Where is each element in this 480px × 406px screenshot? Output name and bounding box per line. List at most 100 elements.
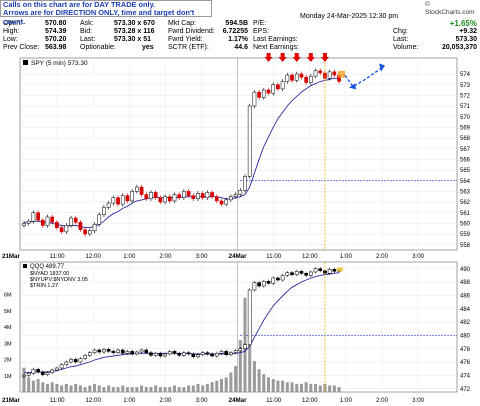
qqq-volume-bar [121, 385, 125, 392]
qqq-volume-bar [323, 383, 327, 392]
qqq-volume-bar [116, 387, 120, 392]
spy-y-tick-label: 563 [460, 190, 471, 196]
qqq-volume-bar [69, 385, 73, 392]
spy-candle [200, 193, 205, 198]
qqq-y-tick-label: 474 [460, 374, 471, 380]
last-price-label: Last: [393, 36, 409, 43]
qqq-candle [327, 269, 332, 274]
open-label: Open: [3, 20, 23, 27]
qqq-candle [31, 369, 36, 374]
qqq-x-tick-label: 11:00 [266, 397, 282, 404]
qqq-candle [233, 350, 238, 353]
qqq-volume-bar [328, 385, 332, 392]
qqq-volume-bar [149, 387, 153, 392]
qqq-candle [50, 369, 55, 373]
nyad-legend-text: $NYAD 1837.00 [30, 271, 69, 277]
spy-candle [45, 216, 50, 226]
qqq-x-tick-label: 1:00 [340, 397, 353, 404]
spy-candle [116, 197, 120, 205]
spy-candle [64, 225, 69, 233]
qqq-volume-bar [318, 385, 322, 392]
spy-candle [191, 195, 196, 200]
qqq-candle [280, 275, 285, 281]
projection-up-arrow-icon [379, 63, 386, 72]
spy-y-tick-label: 565 [460, 168, 471, 174]
day-trade-note: Calls on this chart are for DAY TRADE on… [0, 0, 212, 25]
qqq-candle [177, 353, 182, 356]
spy-candle [290, 74, 294, 81]
spy-x-tick-label: 3:00 [195, 253, 208, 260]
quote-col-1: Open: 570.80 High: 574.39 Low: 570.20 Prev … [3, 20, 73, 52]
qqq-grid [20, 262, 457, 392]
spy-legend-text: SPY (5 min) 573.30 [31, 60, 88, 67]
qqq-volume-bar [215, 380, 219, 392]
spy-candle [40, 219, 45, 226]
qqq-x-tick-label: 1:00 [123, 397, 136, 404]
qqq-volume-bar [304, 382, 308, 392]
qqq-volume-bar [201, 385, 205, 392]
volume-tick-label: 2M [4, 358, 12, 364]
qqq-candle [261, 281, 266, 287]
qqq-candle [238, 348, 243, 351]
qqq-x-tick-label: 11:00 [50, 397, 66, 404]
spy-x-tick-label: 2:00 [159, 253, 172, 260]
qqq-volume-bar [234, 366, 238, 392]
qqq-plot-frame [19, 261, 458, 393]
qqq-y-tick-label: 486 [460, 294, 471, 300]
qqq-x-tick-label: 3:00 [412, 397, 425, 404]
volume-tick-label: 3M [4, 341, 12, 347]
fwrd-dividend-value: 6.72255 [222, 28, 248, 35]
qqq-candle [22, 375, 26, 377]
qqq-candle [299, 271, 304, 274]
qqq-candle [214, 353, 219, 357]
note-line-2: Arrows are for DIRECTION ONLY, time and … [3, 8, 195, 26]
spy-candle [149, 192, 153, 200]
spy-candle [59, 227, 64, 233]
spy-y-tick-label: 571 [460, 104, 471, 110]
prev-close-label: Prev Close: [3, 44, 40, 51]
qqq-candle [116, 349, 120, 353]
qqq-candle [111, 351, 116, 353]
stockcharts-brand: © StockCharts.com [425, 1, 475, 16]
qqq-y-tick-label: 488 [460, 280, 471, 286]
qqq-x-tick-label: 12:00 [85, 397, 101, 404]
qqq-volume-bar [248, 343, 252, 392]
qqq-volume-bar [93, 383, 97, 392]
qqq-x-tick-label: 12:00 [302, 397, 318, 404]
spy-candle [219, 200, 224, 205]
qqq-candle [252, 282, 257, 291]
qqq-candle [139, 349, 144, 353]
mkt-cap-value: 594.5B [225, 20, 248, 27]
qqq-volume-bar [163, 387, 167, 392]
qqq-volume-bar [196, 383, 200, 392]
qqq-candle [205, 352, 210, 355]
spy-x-tick-label: 11:00 [50, 253, 66, 260]
qqq-legend-swatch [23, 264, 27, 268]
qqq-candle [229, 352, 233, 355]
qqq-volume-bar [22, 367, 26, 392]
qqq-candle [294, 271, 299, 275]
qqq-volume-bar [135, 387, 139, 392]
spy-y-tick-label: 561 [460, 211, 471, 217]
spy-moving-average [24, 77, 340, 229]
down-arrow-icon [278, 53, 287, 62]
qqq-volume-bar [144, 387, 148, 392]
spy-grid [20, 58, 457, 250]
spy-candle [106, 202, 111, 208]
qqq-candle [182, 352, 186, 356]
ask-label: Ask: [80, 20, 94, 27]
spy-panel: 558 559 560 561 562 563 564 565 566 567 568 569 570 5… [19, 53, 471, 251]
volume-tick-label: 4M [4, 325, 12, 331]
qqq-y-tick-label: 478 [460, 347, 471, 353]
spy-candle [177, 194, 182, 198]
qqq-annotations [324, 262, 344, 392]
spy-candle [266, 89, 271, 94]
qqq-volume-bar [125, 387, 129, 392]
qqq-volume-bar [78, 385, 82, 392]
qqq-volume-bar [314, 383, 318, 392]
qqq-volume-bar [238, 340, 242, 392]
qqq-candle [87, 352, 92, 356]
projection-down-arrow-icon [349, 83, 357, 90]
qqq-volume-bar [50, 382, 54, 392]
spy-y-axis: 558 559 560 561 562 563 564 565 566 567 568 569 570 5… [460, 72, 471, 249]
